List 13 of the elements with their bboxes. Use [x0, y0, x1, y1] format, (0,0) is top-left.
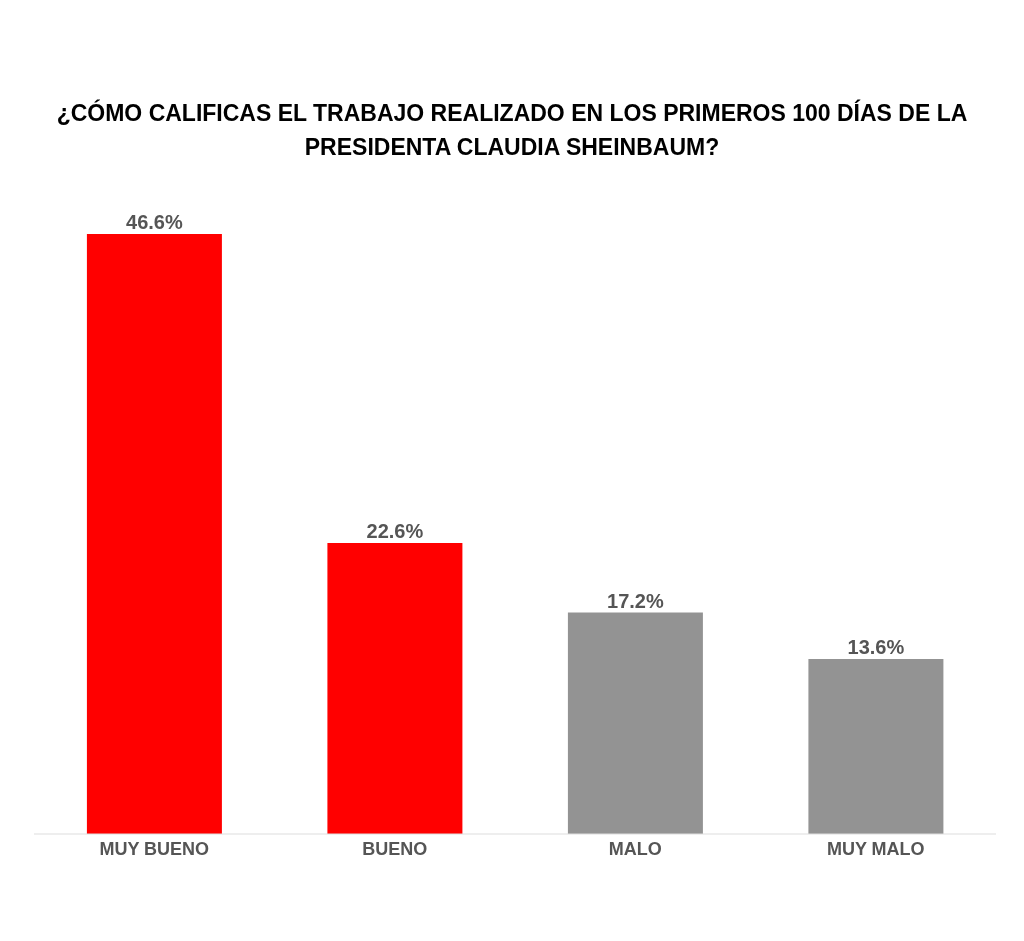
- x-tick-label: MALO: [608, 838, 662, 859]
- data-label: 13.6%: [847, 635, 905, 658]
- bar: [808, 658, 944, 834]
- data-label: 46.6%: [126, 211, 183, 233]
- chart-title: ¿CÓMO CALIFICAS EL TRABAJO REALIZADO EN LOS PRIMEROS 100 DÍAS DE LA PRESIDENTA CLAUDIA SHEINBAUM?: [55, 98, 969, 162]
- bar: [86, 234, 222, 834]
- bar: [567, 612, 703, 834]
- data-label: 17.2%: [607, 589, 664, 612]
- x-tick-label: MUY MALO: [826, 838, 925, 859]
- bar: [327, 543, 463, 834]
- x-tick-label: BUENO: [362, 838, 428, 859]
- data-label: 22.6%: [366, 520, 424, 543]
- x-tick-label: MUY BUENO: [99, 838, 210, 859]
